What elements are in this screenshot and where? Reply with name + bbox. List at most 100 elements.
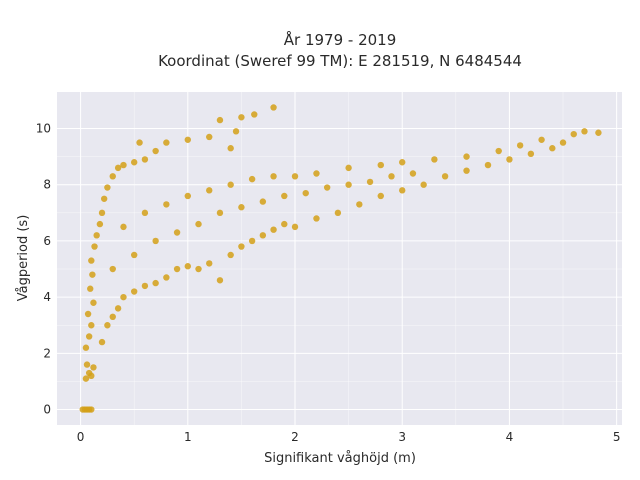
data-point — [238, 114, 245, 121]
data-point — [399, 159, 406, 166]
data-point — [313, 215, 320, 222]
data-point — [248, 237, 256, 245]
data-point — [173, 265, 181, 273]
chart-title: År 1979 - 2019 — [284, 30, 397, 49]
scatter-points — [79, 104, 602, 413]
data-point — [120, 293, 127, 301]
y-axis-title: Vågperiod (s) — [16, 215, 31, 302]
data-point — [441, 173, 449, 180]
data-point — [87, 285, 94, 292]
x-tick-label: 0 — [77, 430, 85, 444]
data-point — [377, 192, 384, 200]
data-point — [216, 277, 224, 284]
data-point — [270, 173, 277, 180]
data-point — [216, 116, 224, 124]
data-point — [409, 170, 417, 177]
data-point — [334, 209, 342, 217]
data-point — [581, 128, 588, 135]
data-point — [356, 201, 363, 208]
data-point — [549, 145, 556, 152]
data-point — [259, 198, 267, 205]
data-point — [130, 251, 138, 259]
data-point — [516, 142, 524, 149]
plot-area — [57, 92, 622, 425]
chart-subtitle: Koordinat (Sweref 99 TM): E 281519, N 64… — [158, 52, 522, 70]
data-point — [259, 232, 267, 239]
data-point — [270, 104, 277, 111]
data-point — [559, 139, 567, 146]
data-point — [195, 265, 202, 273]
grid-lines — [57, 92, 622, 425]
data-point — [96, 220, 104, 228]
data-point — [595, 129, 602, 136]
x-tick-label: 3 — [398, 430, 406, 444]
data-point — [313, 170, 320, 177]
data-point — [93, 232, 100, 239]
data-point — [195, 220, 202, 228]
x-tick-label: 4 — [506, 430, 514, 444]
data-point — [98, 338, 106, 346]
data-point — [89, 271, 96, 278]
data-point — [366, 178, 374, 186]
data-point — [141, 156, 149, 163]
data-point — [206, 133, 213, 141]
data-point — [114, 305, 122, 312]
data-point — [130, 288, 138, 295]
data-point — [88, 257, 95, 264]
data-point — [163, 139, 170, 146]
data-point — [173, 229, 181, 236]
data-point — [85, 333, 93, 340]
data-point — [82, 375, 90, 382]
data-point — [216, 209, 224, 217]
data-point — [227, 181, 234, 188]
data-point — [323, 184, 331, 191]
data-point — [114, 164, 122, 172]
data-point — [141, 209, 149, 217]
data-point — [163, 274, 170, 281]
x-axis-title: Signifikant våghöjd (m) — [264, 451, 416, 466]
data-point — [302, 189, 309, 197]
data-point — [100, 195, 108, 202]
data-point — [388, 173, 395, 180]
x-tick-label: 5 — [613, 430, 621, 444]
data-point — [527, 150, 535, 158]
x-tick-label: 2 — [291, 430, 299, 444]
data-point — [109, 313, 116, 321]
data-point — [88, 372, 95, 380]
data-point — [431, 156, 438, 163]
data-point — [227, 145, 234, 152]
data-point — [206, 260, 213, 267]
data-point — [109, 173, 116, 180]
data-point — [88, 322, 95, 329]
data-point — [345, 181, 352, 188]
y-tick-label: 4 — [43, 290, 51, 304]
data-point — [291, 223, 299, 231]
data-point — [238, 243, 245, 250]
data-point — [281, 220, 288, 228]
data-point — [227, 251, 234, 259]
data-point — [90, 364, 97, 371]
data-point — [141, 282, 149, 290]
data-point — [463, 167, 470, 174]
data-point — [238, 204, 245, 211]
data-point — [98, 209, 106, 217]
data-point — [232, 128, 240, 135]
data-point — [152, 147, 159, 155]
data-point — [399, 187, 406, 194]
data-point — [248, 175, 256, 183]
y-tick-label: 2 — [43, 346, 51, 360]
data-point — [130, 159, 138, 166]
data-point — [291, 173, 299, 180]
data-point — [152, 279, 159, 287]
data-point — [206, 187, 213, 194]
data-point — [345, 164, 352, 172]
x-tick-label: 1 — [184, 430, 192, 444]
data-point — [109, 265, 116, 273]
data-point — [184, 263, 191, 270]
data-point — [506, 156, 513, 163]
data-point — [495, 147, 502, 155]
data-point — [136, 139, 143, 146]
y-tick-label: 10 — [36, 122, 51, 136]
data-point — [104, 184, 111, 191]
